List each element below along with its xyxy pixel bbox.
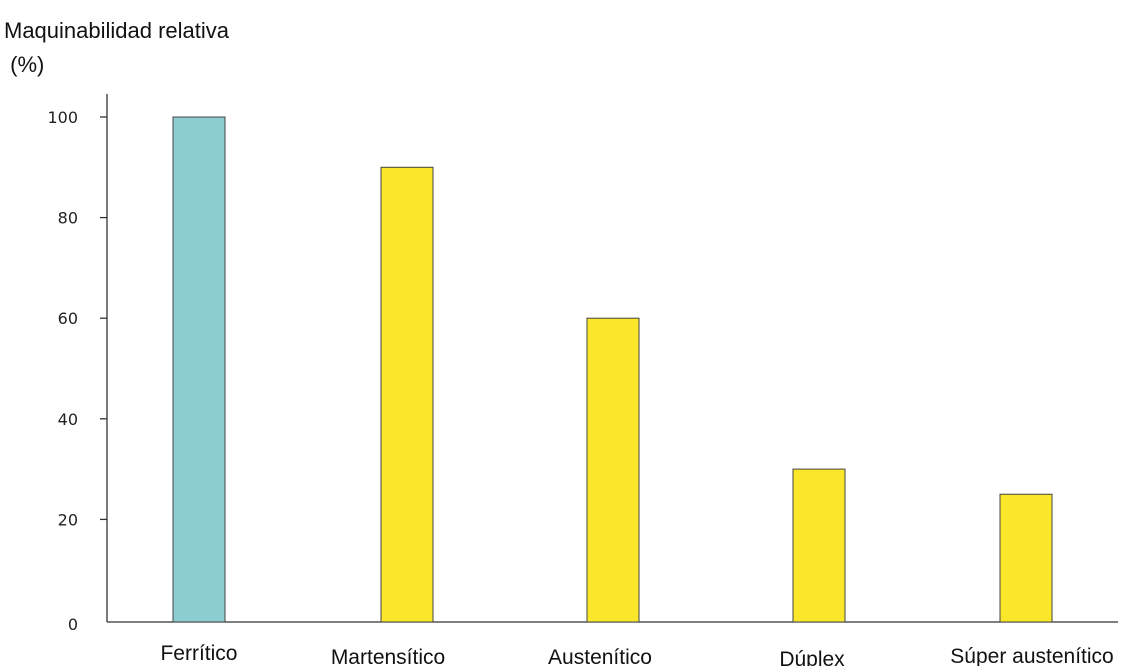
- bar-5: [999, 493, 1053, 623]
- y-tick-label: 20: [58, 510, 78, 529]
- y-tick-label: 0: [68, 615, 78, 634]
- y-axis-label-line-2: (%): [4, 52, 44, 77]
- y-tick-label: 40: [58, 410, 78, 429]
- x-tick-label: Austenítico: [548, 646, 652, 666]
- x-tick-label: Martensítico: [331, 646, 445, 666]
- bar-3: [586, 317, 640, 623]
- bar-2: [380, 166, 434, 623]
- y-axis-label-line-1: Maquinabilidad relativa: [4, 18, 230, 43]
- y-tick-label: 100: [47, 108, 78, 127]
- x-tick-label: Dúplex: [779, 648, 845, 666]
- bar-1: [172, 116, 226, 623]
- y-tick-label: 80: [58, 209, 78, 228]
- x-tick-label: Ferrítico: [160, 642, 237, 665]
- bar-4: [792, 468, 846, 623]
- plot-area: 0 20 40 60 80 100 Ferrítico Martensítico Austení…: [47, 94, 1118, 671]
- x-tick-label: Súper austenítico: [950, 645, 1113, 666]
- y-tick-label: 60: [58, 309, 78, 328]
